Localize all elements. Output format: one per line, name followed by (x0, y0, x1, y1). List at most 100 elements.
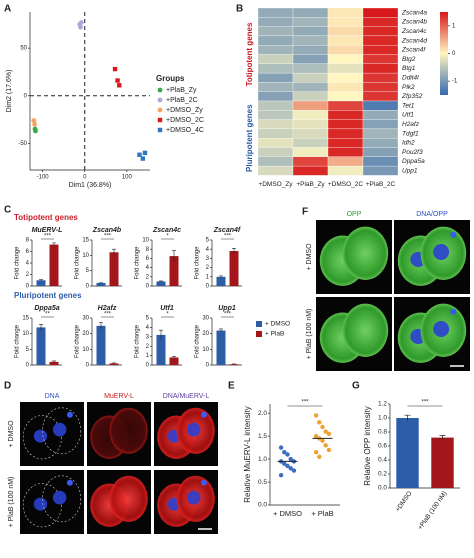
y-tick-label: -50 (18, 141, 27, 147)
y-tick-label: 1.0 (258, 456, 267, 463)
image-row-label: + PlaB (100 nM) (306, 309, 313, 360)
y-axis-label: Relative OPP intensity (363, 406, 372, 485)
x-axis-label: Dim1 (36.8%) (69, 182, 112, 189)
heatmap-cell (292, 63, 329, 74)
dot (313, 433, 319, 439)
heatmap-cell (327, 100, 364, 111)
point (33, 128, 38, 134)
significance: *** (224, 234, 232, 240)
heatmap-cell (292, 156, 329, 167)
heatmap-cell (327, 7, 364, 18)
point (78, 20, 84, 25)
panel-title: Upp1 (218, 305, 236, 312)
heatmap-cell (327, 147, 364, 157)
image-column-label: DNA/MuERV-L (163, 393, 210, 400)
row-label: Pou2f3 (402, 149, 423, 156)
y-tick-label: 10 (202, 347, 209, 353)
heatmap-cell (327, 156, 364, 167)
legend-label: +DMSO_Zy (166, 107, 203, 114)
heatmap-cell (257, 100, 294, 111)
heatmap-cell (292, 147, 329, 157)
panel-letter: F (302, 207, 308, 218)
heatmap-cell (362, 35, 399, 46)
colorbar-label: 0 (452, 51, 456, 57)
row-label: Idh2 (402, 140, 415, 147)
dot (313, 413, 319, 418)
heatmap-cell (327, 91, 364, 102)
legend-label: + DMSO (265, 321, 290, 328)
row-group-label: Totipotent genes (245, 22, 254, 86)
y-tick-label: 2 (206, 265, 210, 271)
bar (396, 418, 419, 488)
heatmap-cell (362, 128, 399, 139)
point (117, 83, 122, 88)
y-tick-label: 4 (26, 261, 30, 267)
heatmap-cell (257, 45, 294, 55)
heatmap-cell (257, 54, 294, 64)
row-label: H2afz (402, 121, 420, 128)
row-label: Zfp352 (401, 93, 423, 100)
panel-letter: B (236, 4, 243, 15)
panel-letter: E (228, 381, 235, 392)
legend-label: +PlaB_2C (166, 97, 198, 104)
heatmap-cell (257, 17, 294, 27)
heatmap-cell (292, 26, 329, 37)
point (157, 87, 163, 93)
error-bar (159, 329, 163, 340)
y-tick-label: 0.4 (378, 457, 387, 464)
heatmap-cell (362, 100, 399, 111)
heatmap-cell (327, 119, 364, 130)
column-label: +PlaB_2C (366, 181, 396, 188)
bar (229, 364, 239, 365)
heatmap-cell (362, 63, 399, 74)
y-tick-label: 6 (26, 249, 30, 255)
point (157, 97, 163, 103)
x-tick-label: -100 (37, 175, 50, 181)
y-axis-label: Fold change (75, 324, 81, 358)
heatmap-cell (292, 35, 329, 46)
panel-title: MuERV-L (32, 227, 63, 234)
cell-outline (22, 483, 62, 528)
point (112, 66, 118, 72)
polar-body (450, 308, 457, 315)
heatmap-cell (257, 91, 294, 102)
polar-body (200, 411, 207, 418)
heatmap-cell (292, 100, 329, 111)
dot (282, 450, 287, 455)
y-tick-label: 0.8 (378, 429, 387, 436)
error-bar (232, 363, 236, 365)
row-label: Tdgf1 (402, 130, 419, 137)
colorbar-label: -1 (452, 79, 458, 85)
heatmap-cell (362, 91, 399, 102)
nucleus (52, 422, 67, 437)
row-label: Zscan4d (401, 37, 427, 44)
significance: *** (104, 312, 112, 318)
y-tick-label: 2 (146, 274, 150, 280)
panel-title: Dppa5a (34, 305, 59, 312)
heatmap-cell (362, 54, 399, 64)
error-bar (112, 248, 116, 256)
nucleus (52, 490, 67, 505)
significance: *** (301, 400, 309, 406)
point (137, 152, 142, 157)
heatmap-cell (362, 7, 399, 18)
bar (96, 282, 106, 286)
error-bar (219, 275, 223, 278)
heatmap-cell (257, 165, 294, 176)
row-label: Zscan4c (401, 28, 427, 35)
heatmap-cell (292, 72, 329, 83)
heatmap-cell (327, 35, 364, 46)
heatmap-cell (292, 82, 329, 92)
cell (109, 475, 148, 522)
heatmap-cell (362, 147, 399, 157)
bar (229, 251, 239, 286)
colorbar-label: 1 (452, 23, 456, 29)
point (157, 107, 163, 113)
y-tick-label: 0 (206, 363, 210, 369)
y-tick-label: 0.0 (378, 485, 387, 492)
heatmap-cell (327, 110, 364, 120)
cell (342, 303, 389, 357)
heatmap-cell (362, 165, 399, 176)
y-tick-label: 0.2 (378, 471, 387, 478)
y-tick-label: 15 (82, 238, 89, 244)
